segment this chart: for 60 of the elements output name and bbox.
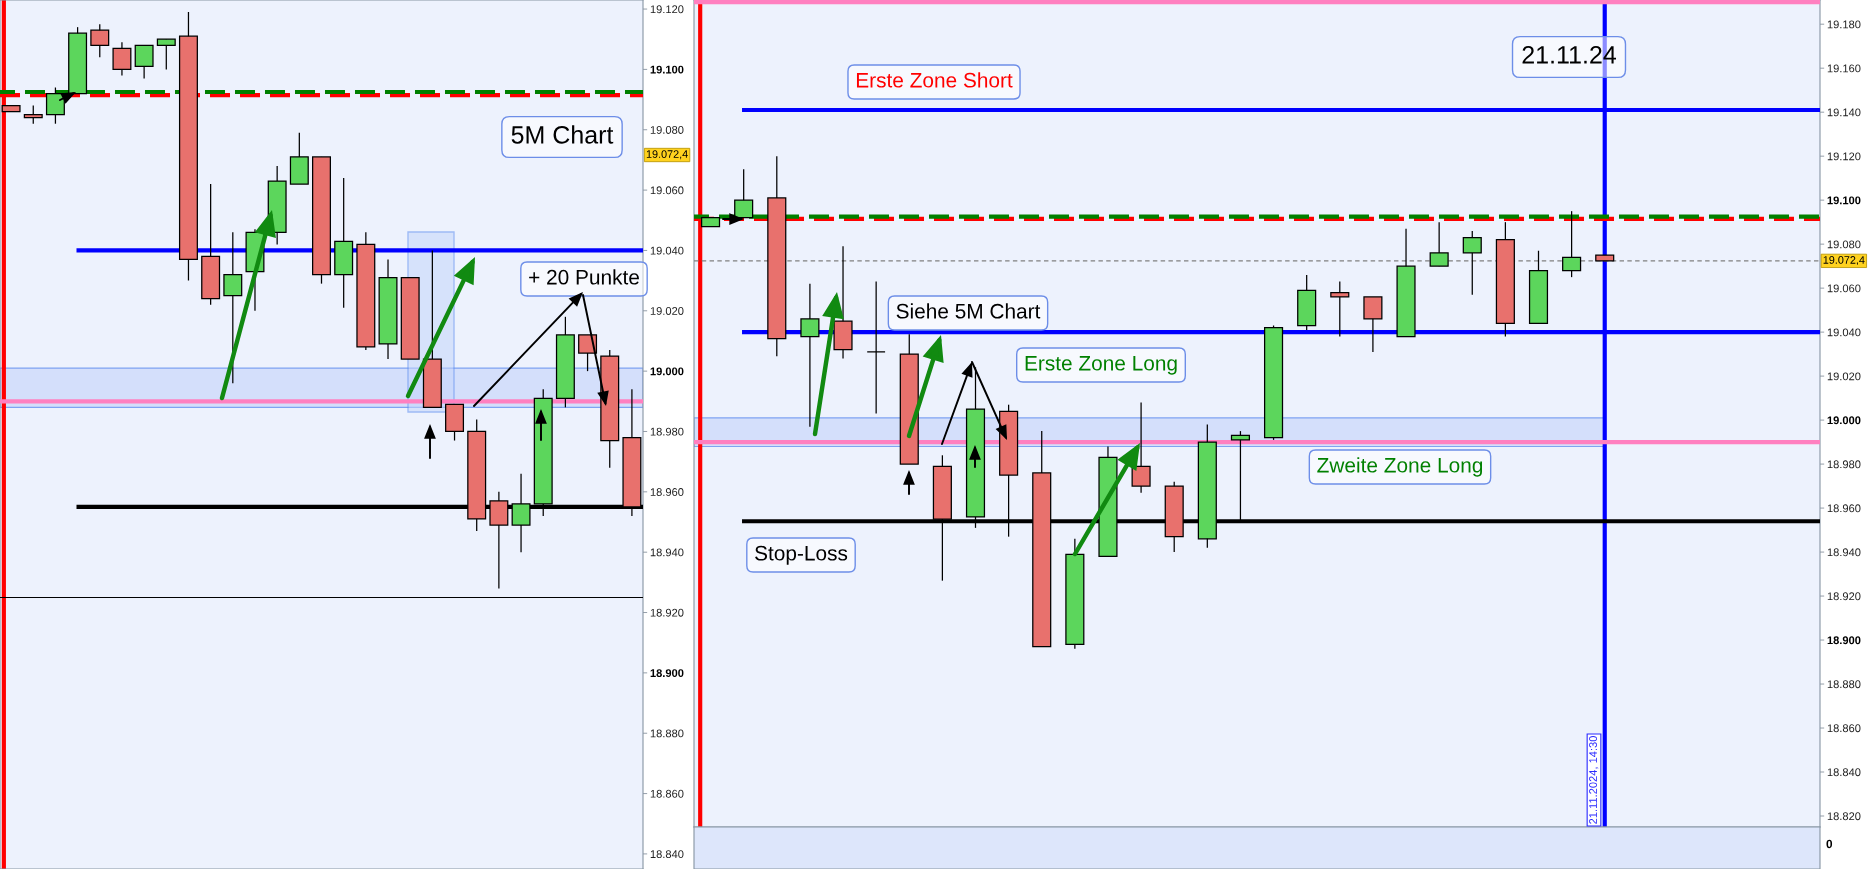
candlestick	[156, 38, 176, 71]
candlestick	[1131, 401, 1151, 494]
y-tick-label: 19.140	[1827, 108, 1861, 117]
y-tick-label: 18.900	[650, 669, 684, 678]
candlestick	[1429, 221, 1449, 267]
candlestick	[1562, 210, 1582, 278]
annotation: Erste Zone Long	[1025, 356, 1177, 375]
y-tick-label: 19.080	[1827, 240, 1861, 249]
y-tick-label: 18.880	[1827, 680, 1861, 689]
y-tick-label: 18.960	[650, 488, 684, 496]
y-tick-label: 19.020	[650, 307, 684, 315]
y-tick-label: 19.040	[650, 246, 684, 255]
y-tick-label: 19.100	[650, 65, 684, 74]
candlestick	[90, 23, 110, 58]
annotation: 21.11.24	[1522, 46, 1617, 64]
y-tick-label: 19.120	[1827, 152, 1861, 161]
y-tick-label: 18.980	[650, 427, 684, 436]
candlestick	[23, 104, 43, 125]
y-tick-label: 19.120	[650, 5, 684, 14]
candlestick	[1330, 280, 1350, 338]
annotation: Zweite Zone Long	[1317, 457, 1483, 477]
y-tick-label: 18.980	[1827, 460, 1861, 469]
annotation: + 20 Punkte	[529, 269, 639, 285]
y-tick-label: 18.940	[650, 548, 684, 557]
y-tick-label: 19.160	[1827, 64, 1861, 73]
y-tick-label: 18.840	[650, 850, 684, 859]
candlestick	[1462, 230, 1482, 296]
y-tick-label: 19.100	[1827, 196, 1861, 205]
y-tick-label: 18.820	[1827, 812, 1861, 821]
candlestick	[112, 41, 132, 77]
candlestick	[223, 231, 243, 384]
y-tick-label: 19.000	[1827, 416, 1861, 425]
y-tick-label: 18.920	[650, 608, 684, 617]
text: 0	[1826, 839, 1833, 849]
candlestick	[800, 283, 820, 428]
y-tick-label: 18.840	[1827, 768, 1861, 777]
y-tick-label: 18.880	[650, 729, 684, 738]
candlestick	[134, 44, 154, 80]
y-tick-label: 19.060	[650, 186, 684, 195]
text: 19.072,4	[646, 150, 688, 160]
annotation: Erste Zone Short	[856, 72, 1013, 88]
annotation: 5M Chart	[511, 125, 614, 144]
y-tick-label: 18.900	[1827, 636, 1861, 645]
y-tick-label: 18.860	[650, 789, 684, 798]
annotation: 21.11.2024, 14:30	[1589, 736, 1599, 824]
y-tick-label: 18.960	[1827, 504, 1861, 513]
y-tick-label: 19.180	[1827, 20, 1861, 29]
y-tick-label: 18.920	[1827, 592, 1861, 601]
y-tick-label: 18.940	[1827, 548, 1861, 557]
y-tick-label: 19.060	[1827, 284, 1861, 293]
y-tick-label: 19.020	[1827, 372, 1861, 381]
y-tick-label: 19.040	[1827, 328, 1861, 337]
ref-line-label: 19.072,4	[1823, 256, 1865, 266]
y-tick-label: 19.000	[650, 367, 684, 376]
candlestick	[866, 280, 886, 415]
y-tick-label: 18.860	[1827, 724, 1861, 733]
annotation: Siehe 5M Chart	[896, 303, 1041, 319]
candlestick	[1363, 296, 1383, 353]
y-tick-label: 19.080	[650, 126, 684, 134]
annotation: Stop-Loss	[755, 545, 848, 565]
